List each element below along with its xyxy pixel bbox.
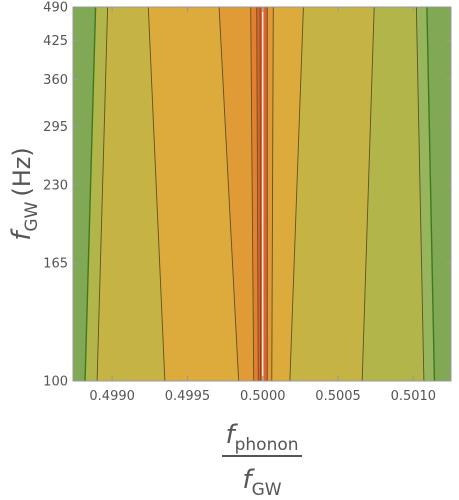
contour-line-2 <box>96 7 109 381</box>
x-tick-label-5: 0.5010 <box>391 389 437 404</box>
x-tick-label-3: 0.5000 <box>240 389 286 404</box>
contour-band-left-3 <box>148 7 239 381</box>
x-tick-label-4: 0.5005 <box>315 389 361 404</box>
y-tick-label-3: 230 <box>43 178 68 193</box>
contour-line-6 <box>256 7 259 381</box>
axis-titles: fGW(Hz) fphonon fGW <box>7 147 302 500</box>
x-axis-title-numerator-sub: phonon <box>235 435 299 455</box>
y-tick-label-7: 490 <box>43 1 68 16</box>
contour-lines <box>84 7 436 381</box>
contour-band-right-2 <box>271 7 304 381</box>
contour-band-left-7 <box>260 7 268 381</box>
contour-band-left-4 <box>219 7 254 381</box>
axes-frame <box>72 6 452 382</box>
contour-line-12 <box>415 7 425 381</box>
y-axis-title: fGW(Hz) <box>7 147 42 241</box>
contour-line-1 <box>84 7 97 381</box>
contour-band-left-1 <box>85 7 108 381</box>
y-tick-label-4: 295 <box>43 120 68 135</box>
contour-line-3 <box>147 7 166 381</box>
contour-band-left-5 <box>250 7 259 381</box>
y-tick-label-6: 425 <box>43 34 68 49</box>
x-axis-title-numerator: fphonon <box>225 420 298 455</box>
contour-band-right-5 <box>416 7 435 381</box>
y-tick-label-5: 360 <box>43 73 68 88</box>
axis-ticks: 0.4990 0.4995 0.5000 0.5005 0.5010 100 165 230 2… <box>43 1 451 404</box>
y-axis-title-sub: GW <box>22 201 42 231</box>
contour-bands <box>85 7 435 381</box>
contour-line-5 <box>250 7 255 381</box>
x-axis-title-denominator-sub: GW <box>252 480 282 500</box>
x-tick-label-2: 0.4995 <box>165 389 211 404</box>
y-tick-label-1: 100 <box>43 375 68 390</box>
contour-band-right-3 <box>289 7 375 381</box>
contour-band-left-2 <box>97 7 165 381</box>
contour-band-right-4 <box>362 7 424 381</box>
x-tick-label-1: 0.4990 <box>89 389 135 404</box>
contour-line-10 <box>289 7 304 381</box>
y-axis-title-unit: (Hz) <box>8 147 36 196</box>
contour-line-9 <box>271 7 274 381</box>
contour-line-13 <box>426 7 436 381</box>
x-axis-title-denominator: fGW <box>242 465 281 500</box>
contour-line-11 <box>361 7 375 381</box>
plot-frame <box>72 6 452 382</box>
contour-band-left-6 <box>256 7 261 381</box>
y-tick-label-2: 165 <box>43 257 68 272</box>
contour-line-4 <box>218 7 240 381</box>
